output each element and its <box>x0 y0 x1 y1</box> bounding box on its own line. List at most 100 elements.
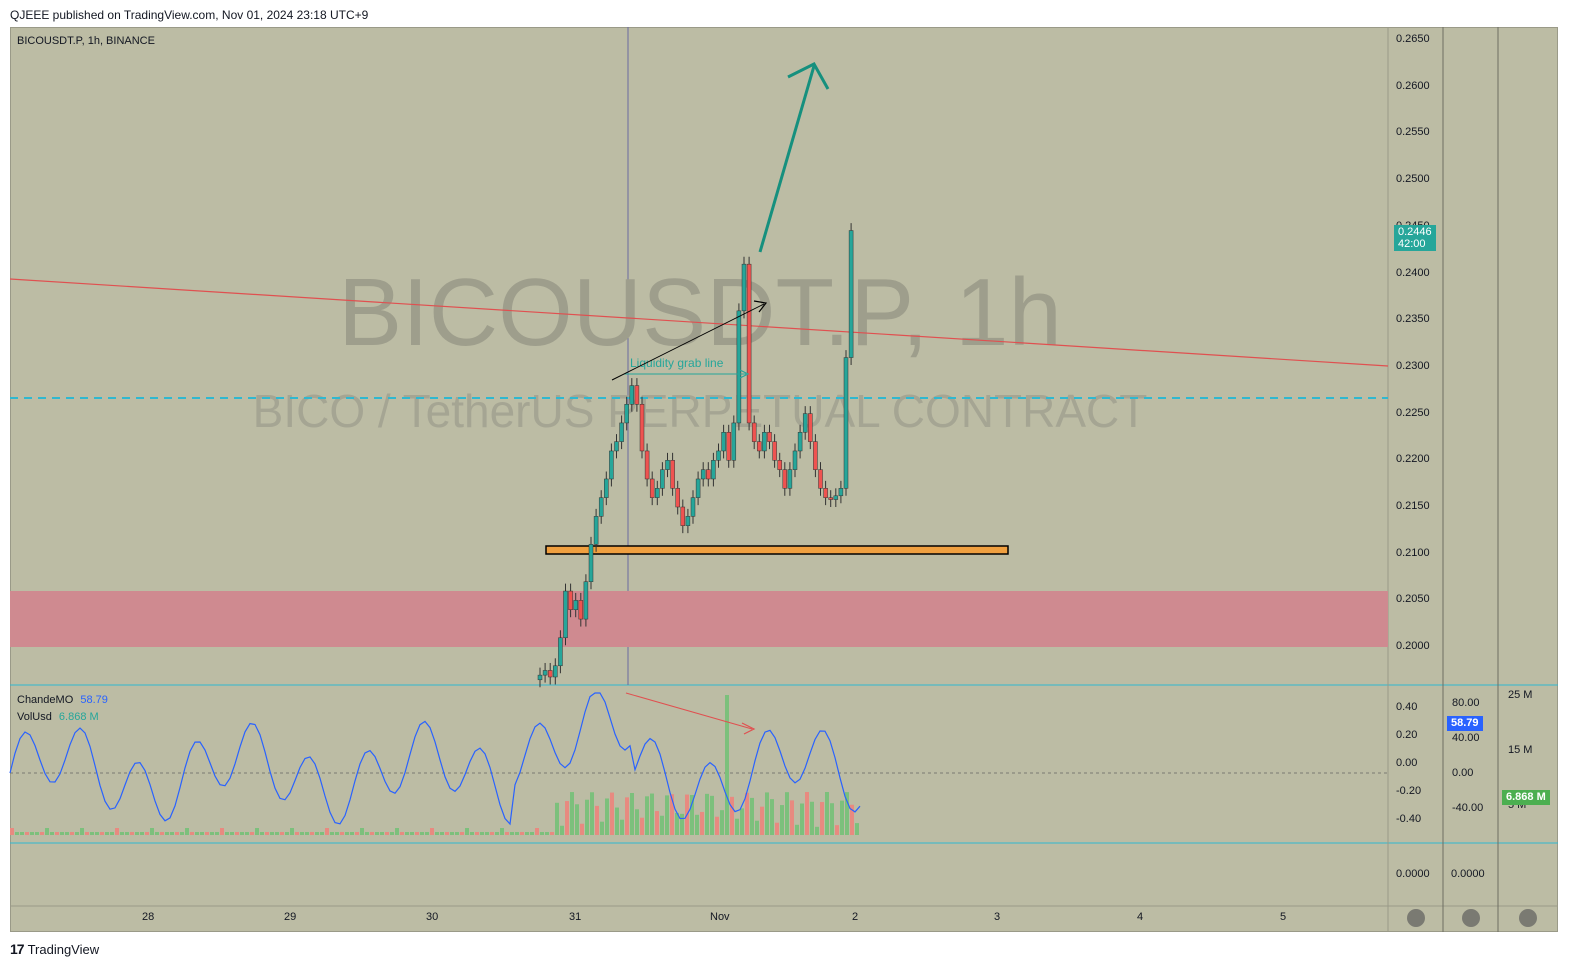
volume-bar <box>125 832 129 835</box>
divergence-arrow-head <box>741 722 756 735</box>
volume-bar <box>45 828 49 835</box>
volume-bar <box>775 822 779 835</box>
volume-bar <box>490 832 494 835</box>
vol-legend[interactable]: VolUsd 6.868 M <box>17 711 99 723</box>
volume-bar <box>670 794 674 835</box>
projection-arrow-head <box>787 62 830 90</box>
settings-circle-button[interactable] <box>1519 909 1537 927</box>
volume-bar <box>335 832 339 835</box>
volume-bar <box>840 800 844 835</box>
volume-bar <box>100 832 104 835</box>
volume-bar <box>455 832 459 835</box>
volume-bar <box>280 832 284 835</box>
trend-line <box>9 278 1389 367</box>
volume-bar <box>175 832 179 835</box>
volume-value-chip: 6.868 M <box>1502 790 1550 805</box>
price-axis-label: 0.2150 <box>1396 500 1430 512</box>
volume-bar <box>425 832 429 835</box>
symbol-legend[interactable]: BICOUSDT.P, 1h, BINANCE <box>17 35 155 47</box>
volume-bar <box>505 832 509 835</box>
volume-bar <box>515 832 519 835</box>
candle-body <box>537 674 543 681</box>
volume-bar <box>385 832 389 835</box>
volume-bar <box>535 828 539 835</box>
volume-bar <box>215 832 219 835</box>
settings-circle-button[interactable] <box>1462 909 1480 927</box>
volume-bar <box>320 832 324 835</box>
volume-bar <box>580 823 584 835</box>
volume-bar <box>275 832 279 835</box>
projection-arrow-line <box>758 65 816 253</box>
candle-body <box>604 478 609 498</box>
candle-body <box>563 590 568 639</box>
volume-bar <box>600 821 604 835</box>
volume-bar <box>745 792 749 835</box>
candle-body <box>818 469 823 489</box>
volume-bar <box>265 832 269 835</box>
cmo-axis-label: -0.20 <box>1396 785 1422 797</box>
candle-body <box>711 460 716 480</box>
volume-bar <box>595 805 599 835</box>
volume-bar <box>260 832 264 835</box>
volume-bar <box>75 832 79 835</box>
candle-body <box>542 670 548 676</box>
candle-body <box>695 478 701 498</box>
cmo-legend[interactable]: ChandeMO 58.79 <box>17 694 108 706</box>
cmo-value: 58.79 <box>80 694 108 706</box>
time-axis-label: 31 <box>569 911 582 923</box>
candle-body <box>848 230 854 358</box>
volume-bar <box>765 792 769 835</box>
volume-bar <box>355 832 359 835</box>
volume-bar <box>90 832 94 835</box>
volume-bar <box>790 800 794 835</box>
lower-axis-value: 0.0000 <box>1451 868 1485 880</box>
volume-bar <box>145 832 149 835</box>
volume-bar <box>575 804 579 835</box>
cmo-axis-label: -0.40 <box>1396 813 1422 825</box>
volume-bar <box>735 818 739 835</box>
candle-body <box>593 516 599 545</box>
volume-bar <box>240 832 244 835</box>
candle-body <box>644 450 650 480</box>
volume-bar <box>730 796 734 835</box>
volume-bar <box>625 797 629 835</box>
volume-bar <box>690 794 694 835</box>
vol-value: 6.868 M <box>58 711 99 723</box>
volume-bar <box>165 832 169 835</box>
last-price-tag: 0.2446 42:00 <box>1394 225 1436 251</box>
volume-bar <box>70 832 74 835</box>
candle-body <box>629 385 635 405</box>
candle-body <box>731 422 737 461</box>
candle-body <box>823 488 828 498</box>
volume-bar <box>500 828 504 835</box>
cmo-axis-label: 0.20 <box>1396 729 1418 741</box>
volume-bar <box>330 832 334 835</box>
volume-bar <box>615 807 619 835</box>
volume-bar <box>300 832 304 835</box>
volume-bar <box>345 832 349 835</box>
time-axis-label: 4 <box>1137 911 1144 923</box>
candle-body <box>797 432 803 452</box>
settings-circle-button[interactable] <box>1407 909 1425 927</box>
volume-bar <box>510 832 514 835</box>
time-axis-label: 29 <box>284 911 297 923</box>
volume-bar <box>640 817 644 835</box>
candle-body <box>757 441 762 452</box>
volume-bar <box>520 832 524 835</box>
bar-countdown: 42:00 <box>1398 238 1426 250</box>
candle-body <box>675 488 680 508</box>
volume-bar <box>375 832 379 835</box>
volume-bar <box>565 801 569 835</box>
volume-bar <box>185 828 189 835</box>
footer-brand[interactable]: 17 TradingView <box>10 941 99 957</box>
volume-bar <box>720 810 724 835</box>
divergence-arrow-line <box>625 692 753 730</box>
candle-body <box>573 600 578 610</box>
price-axis-label: 0.2000 <box>1396 640 1430 653</box>
volume-bar <box>405 832 409 835</box>
volume-bar <box>200 832 204 835</box>
candle-body <box>655 488 660 498</box>
volume-bar <box>40 832 44 835</box>
volume-bar <box>825 792 829 835</box>
